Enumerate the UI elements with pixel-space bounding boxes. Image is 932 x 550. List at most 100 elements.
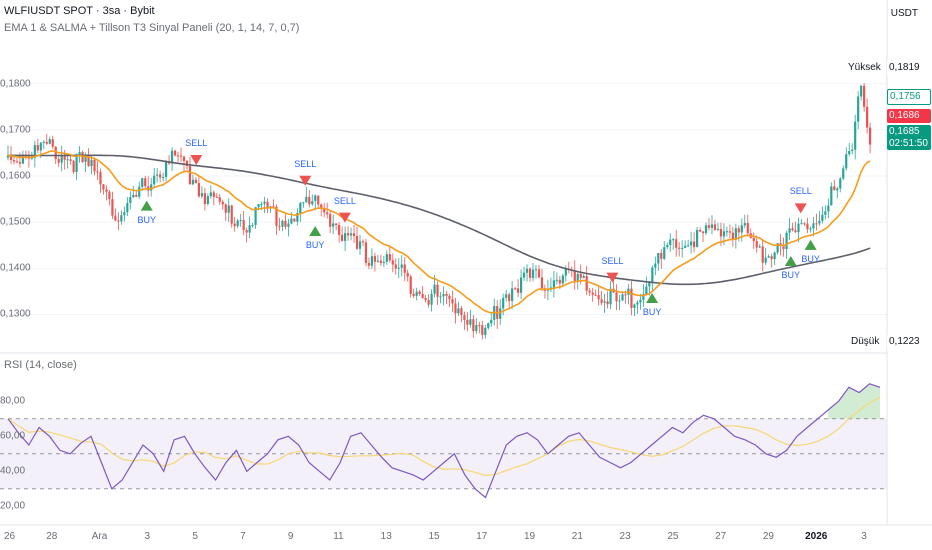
candle-body: [120, 215, 123, 222]
candle-body: [713, 224, 717, 230]
candle-body: [311, 201, 314, 205]
candle-body: [642, 294, 645, 300]
sell-signal-label: SELL: [185, 137, 208, 148]
buy-signal-marker: [140, 200, 153, 211]
candle-body: [66, 159, 69, 161]
sell-signal-label: SELL: [333, 195, 356, 206]
candle-body: [812, 223, 815, 229]
candle-body: [516, 288, 520, 293]
candle-body: [582, 276, 585, 278]
candle-body: [731, 232, 734, 240]
candle-body: [84, 156, 87, 162]
candle-body: [767, 256, 770, 258]
time-tick-label: 3: [861, 531, 867, 542]
candle-body: [272, 206, 275, 208]
candle-body: [117, 220, 120, 222]
candle-body: [93, 159, 96, 172]
rsi-ma-line: [7, 396, 881, 477]
candle-body: [797, 223, 800, 233]
candle-body: [215, 196, 218, 198]
candle-body: [707, 225, 711, 228]
candle-body: [242, 220, 245, 230]
currency-label[interactable]: USDT: [890, 8, 918, 19]
candle-body: [588, 290, 591, 293]
candle-body: [412, 293, 415, 296]
candle-body: [343, 233, 347, 241]
candle-body: [860, 85, 863, 97]
price-grid: [0, 83, 887, 315]
candle-body: [87, 156, 90, 167]
time-tick-label: 9: [287, 531, 294, 542]
candle-body: [150, 184, 153, 191]
candle-body: [144, 178, 147, 187]
candle-body: [254, 207, 257, 225]
candle-body: [182, 156, 186, 161]
candle-body: [755, 241, 758, 248]
candle-body: [773, 252, 776, 260]
candle-body: [848, 151, 851, 155]
candle-body: [156, 174, 159, 176]
candle-body: [114, 215, 117, 221]
candle-body: [537, 269, 541, 278]
candle-body: [227, 205, 230, 213]
price-tick-label: 0,1500: [0, 216, 31, 228]
candle-body: [173, 150, 177, 156]
candle-body: [710, 224, 714, 228]
candle-body: [367, 262, 371, 266]
candle-body: [236, 220, 239, 227]
sell-signal-marker: [299, 175, 312, 186]
buy-signal-marker: [309, 226, 322, 237]
candle-body: [400, 264, 403, 268]
candle-body: [326, 212, 329, 215]
candle-body: [129, 197, 132, 203]
candle-body: [153, 175, 156, 185]
buy-signal-label: BUY: [642, 306, 662, 317]
t3-line: [8, 154, 871, 286]
low-label: Düşük: [848, 335, 883, 349]
price-tick-label: 0,1300: [0, 308, 31, 320]
buy-signal-marker: [804, 239, 817, 250]
candle-body: [469, 319, 472, 325]
candle-body: [54, 146, 57, 160]
candle-body: [716, 228, 720, 230]
candle-body: [734, 228, 737, 240]
candle-body: [531, 269, 535, 278]
last-price-tag: 0,1685: [887, 125, 931, 138]
indicator-title[interactable]: EMA 1 & SALMA + Tillson T3 Sinyal Paneli…: [4, 22, 300, 34]
candle-body: [776, 243, 779, 253]
candle-body: [203, 193, 206, 205]
time-tick-label: 3: [144, 531, 151, 542]
candle-body: [851, 149, 854, 152]
candle-body: [618, 300, 621, 302]
time-tick-label: 19: [523, 531, 536, 542]
candle-body: [842, 168, 845, 179]
candle-body: [827, 205, 830, 212]
candle-body: [669, 239, 672, 246]
candle-body: [323, 208, 326, 213]
candle-body: [364, 242, 368, 263]
rsi-band: [0, 418, 887, 490]
candle-body: [528, 268, 532, 278]
candle-body: [472, 319, 475, 332]
symbol-title[interactable]: WLFIUSDT SPOT · 3sa · Bybit: [4, 5, 155, 17]
price-tick-label: 0,1700: [0, 124, 31, 136]
candle-body: [657, 253, 660, 264]
candle-body: [454, 303, 457, 314]
rsi-title[interactable]: RSI (14, close): [4, 359, 77, 371]
candle-body: [505, 294, 508, 298]
candle-body: [12, 160, 16, 162]
candle-body: [36, 145, 39, 151]
candle-body: [6, 155, 10, 158]
candle-body: [96, 171, 99, 173]
candle-body: [633, 304, 636, 308]
candle-body: [299, 202, 302, 214]
candle-body: [185, 160, 189, 166]
candle-body: [675, 239, 678, 248]
candle-body: [573, 270, 576, 281]
rsi-line: [7, 383, 881, 499]
candle-body: [540, 277, 544, 289]
time-tick-label: 21: [571, 531, 583, 542]
candle-body: [824, 211, 827, 215]
candle-body: [502, 297, 505, 309]
